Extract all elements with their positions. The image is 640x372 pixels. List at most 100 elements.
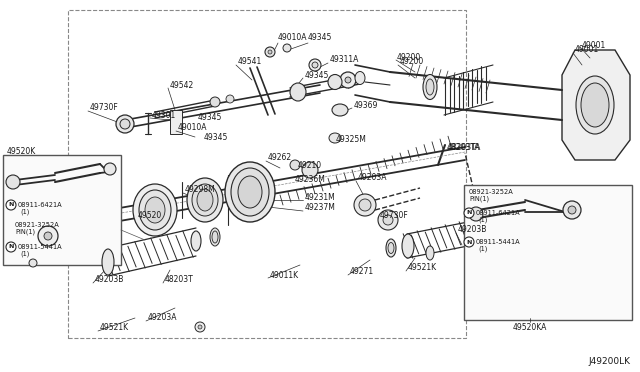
Ellipse shape [238, 176, 262, 208]
Ellipse shape [423, 74, 437, 99]
Text: 49520K: 49520K [7, 148, 36, 157]
Bar [464, 185, 632, 320]
Text: 49011K: 49011K [270, 270, 299, 279]
Circle shape [6, 175, 20, 189]
Text: 48203TA: 48203TA [447, 144, 481, 153]
Ellipse shape [210, 228, 220, 246]
Text: 49231M: 49231M [305, 192, 336, 202]
Bar [68, 10, 466, 338]
Text: 49010A: 49010A [178, 124, 207, 132]
Text: 49311A: 49311A [330, 55, 360, 64]
Text: 49203A: 49203A [358, 173, 387, 183]
Text: 48203TA: 48203TA [448, 144, 481, 153]
Circle shape [309, 59, 321, 71]
Text: PIN(1): PIN(1) [469, 196, 489, 202]
Text: 49010A: 49010A [278, 32, 307, 42]
Text: 49520KA: 49520KA [513, 323, 547, 331]
Circle shape [265, 47, 275, 57]
Text: 49210: 49210 [298, 160, 322, 170]
Ellipse shape [197, 189, 213, 211]
Ellipse shape [581, 83, 609, 127]
Ellipse shape [145, 197, 165, 223]
Circle shape [6, 242, 16, 252]
Ellipse shape [355, 71, 365, 84]
Text: 49203B: 49203B [95, 276, 124, 285]
Circle shape [469, 207, 483, 221]
Circle shape [383, 215, 393, 225]
Text: (1): (1) [20, 209, 29, 215]
Text: 48203T: 48203T [165, 276, 194, 285]
Circle shape [568, 206, 576, 214]
Circle shape [340, 72, 356, 88]
Ellipse shape [402, 234, 414, 258]
Circle shape [268, 50, 272, 54]
Text: N: N [467, 240, 472, 244]
Circle shape [464, 208, 474, 218]
Circle shape [359, 199, 371, 211]
Ellipse shape [192, 184, 218, 216]
Ellipse shape [328, 74, 342, 90]
Text: 49730F: 49730F [90, 103, 119, 112]
Text: N: N [467, 211, 472, 215]
Circle shape [116, 115, 134, 133]
Bar [170, 110, 182, 134]
Text: J49200LK: J49200LK [588, 357, 630, 366]
Text: 49345: 49345 [308, 32, 332, 42]
Ellipse shape [139, 190, 171, 230]
Text: 49203B: 49203B [458, 225, 488, 234]
Text: 49542: 49542 [170, 80, 195, 90]
Circle shape [345, 77, 351, 83]
Text: (1): (1) [478, 217, 488, 223]
Text: (1): (1) [20, 251, 29, 257]
Circle shape [38, 226, 58, 246]
Text: 49521K: 49521K [100, 324, 129, 333]
Text: 49345: 49345 [305, 71, 330, 80]
Circle shape [354, 194, 376, 216]
Circle shape [283, 44, 291, 52]
Text: 08911-5441A: 08911-5441A [476, 239, 520, 245]
Text: 49345: 49345 [204, 134, 228, 142]
Text: (1): (1) [478, 246, 488, 252]
Text: 49298M: 49298M [185, 186, 216, 195]
Text: 08911-6421A: 08911-6421A [476, 210, 520, 216]
Circle shape [563, 201, 581, 219]
Ellipse shape [191, 231, 201, 251]
Ellipse shape [386, 239, 396, 257]
Ellipse shape [133, 184, 177, 236]
Circle shape [312, 62, 318, 68]
Circle shape [198, 325, 202, 329]
Ellipse shape [426, 246, 434, 260]
Text: 49730F: 49730F [380, 211, 409, 219]
Text: 49203A: 49203A [148, 314, 177, 323]
Ellipse shape [187, 178, 223, 222]
Text: 49001: 49001 [575, 45, 599, 55]
Text: 49200: 49200 [400, 58, 424, 67]
Ellipse shape [388, 243, 394, 253]
Ellipse shape [290, 83, 306, 101]
Text: N: N [8, 244, 13, 250]
Circle shape [378, 210, 398, 230]
Text: 08921-3252A: 08921-3252A [469, 189, 514, 195]
Circle shape [6, 200, 16, 210]
Ellipse shape [576, 76, 614, 134]
Ellipse shape [426, 79, 434, 95]
Text: 49262: 49262 [268, 154, 292, 163]
Polygon shape [562, 50, 630, 160]
Circle shape [464, 237, 474, 247]
Text: 49521K: 49521K [408, 263, 437, 273]
Circle shape [29, 259, 37, 267]
Text: 49301: 49301 [152, 110, 176, 119]
Text: 49369: 49369 [354, 100, 378, 109]
Circle shape [226, 95, 234, 103]
Text: 49237M: 49237M [305, 203, 336, 212]
Bar [3, 155, 121, 265]
Text: PIN(1): PIN(1) [15, 229, 35, 235]
Circle shape [290, 160, 300, 170]
Text: 49200: 49200 [397, 52, 421, 61]
Ellipse shape [212, 231, 218, 243]
Ellipse shape [332, 104, 348, 116]
Circle shape [195, 322, 205, 332]
Circle shape [120, 119, 130, 129]
Text: 49541: 49541 [238, 58, 262, 67]
Ellipse shape [225, 162, 275, 222]
